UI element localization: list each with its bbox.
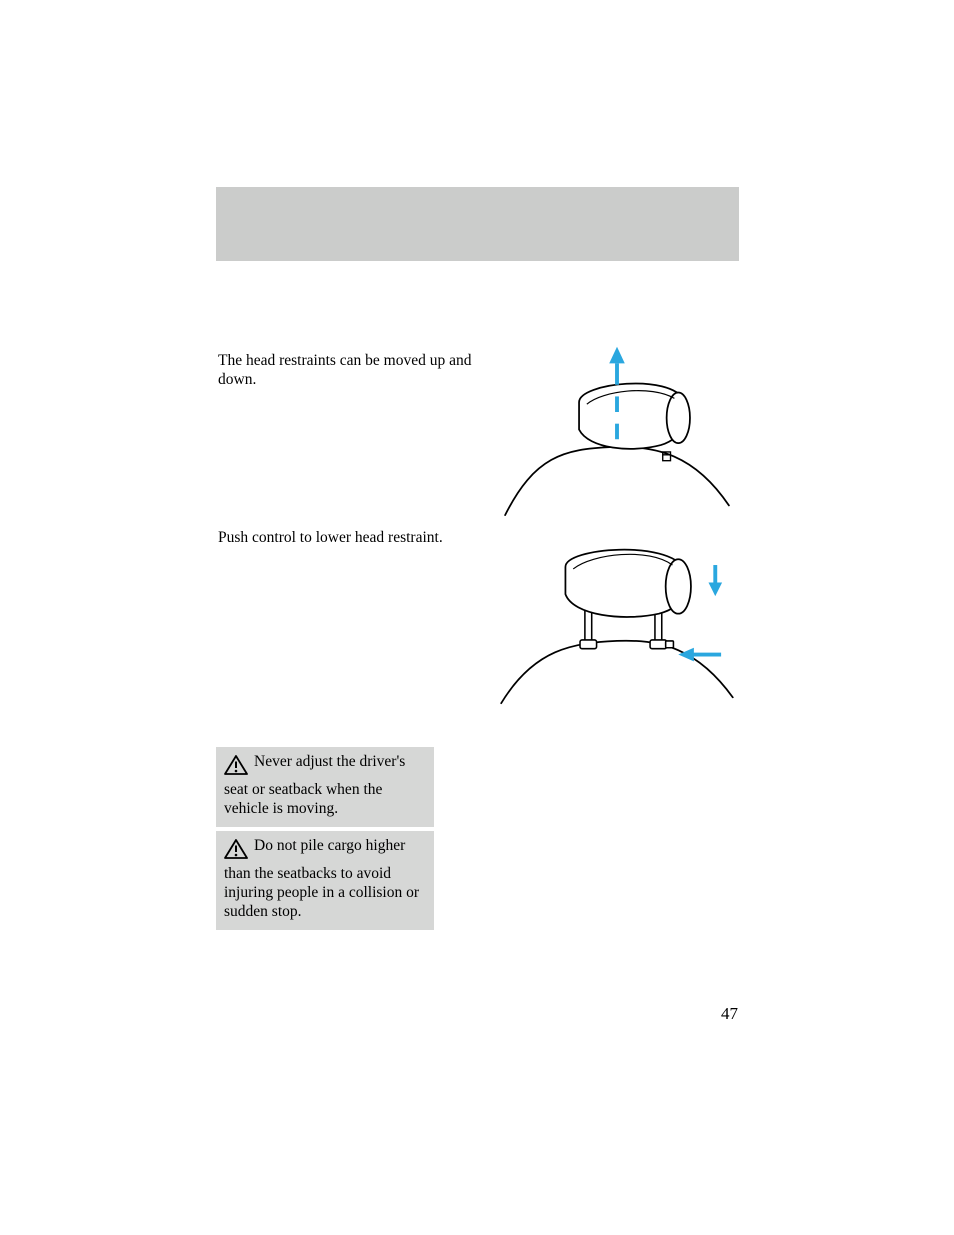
warning-icon — [224, 839, 248, 865]
page-number: 47 — [721, 1004, 738, 1024]
seatback-curve — [501, 641, 733, 703]
left-arrow-icon — [678, 648, 721, 662]
warning-text-1: Never adjust the driver's seat or seatba… — [224, 753, 405, 817]
figure-headrest-lower — [492, 530, 742, 710]
headrest — [579, 384, 690, 449]
warning-box-1: Never adjust the driver's seat or seatba… — [216, 747, 434, 827]
figure-headrest-up — [492, 340, 742, 520]
headrest — [565, 550, 691, 617]
page-root: The head restraints can be moved up and … — [0, 0, 954, 1235]
down-arrow-icon — [708, 565, 722, 596]
seatback-curve — [505, 447, 729, 515]
paragraph-2: Push control to lower head restraint. — [218, 529, 478, 548]
warning-box-2: Do not pile cargo higher than the seatba… — [216, 831, 434, 930]
header-bar — [216, 187, 739, 261]
warning-text-2: Do not pile cargo higher than the seatba… — [224, 837, 419, 920]
warning-icon — [224, 755, 248, 781]
paragraph-1: The head restraints can be moved up and … — [218, 352, 478, 390]
